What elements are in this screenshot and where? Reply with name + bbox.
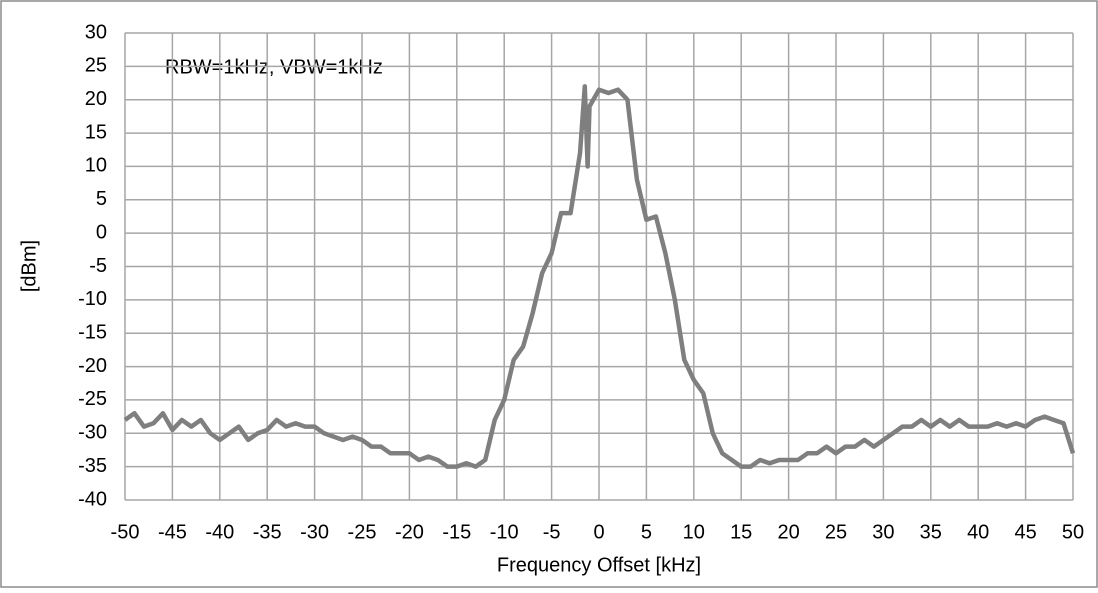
y-tick-label: 25: [85, 55, 107, 77]
y-tick-label: -40: [78, 488, 107, 510]
x-tick-label: -35: [253, 521, 282, 543]
y-tick-label: 30: [85, 21, 107, 43]
x-tick-label: -50: [111, 521, 140, 543]
y-tick-label: -30: [78, 422, 107, 444]
y-axis-label: [dBm]: [18, 240, 40, 292]
x-tick-label: -5: [543, 521, 561, 543]
x-tick-label: 25: [825, 521, 847, 543]
x-tick-label: 35: [920, 521, 942, 543]
y-tick-label: -10: [78, 288, 107, 310]
x-tick-label: -45: [158, 521, 187, 543]
line: [123, 84, 1076, 469]
x-axis-label: Frequency Offset [kHz]: [497, 554, 701, 576]
y-tick-label: -20: [78, 355, 107, 377]
y-tick-label: 15: [85, 121, 107, 143]
x-tick-label: -40: [205, 521, 234, 543]
x-tick-label: -15: [442, 521, 471, 543]
y-tick-label: -25: [78, 388, 107, 410]
x-tick-label: 15: [730, 521, 752, 543]
y-tick-label: 5: [96, 188, 107, 210]
x-tick-label: 30: [872, 521, 894, 543]
y-tick-label: -35: [78, 455, 107, 477]
x-tick-label: 45: [1014, 521, 1036, 543]
y-tick-label: 10: [85, 155, 107, 177]
y-tick-label: -5: [89, 255, 107, 277]
x-tick-label: 20: [777, 521, 799, 543]
x-tick-label: 5: [641, 521, 652, 543]
y-tick-label: -15: [78, 321, 107, 343]
x-tick-label: -30: [300, 521, 329, 543]
x-tick-label: 40: [967, 521, 989, 543]
y-tick-label: 20: [85, 88, 107, 110]
x-tick-label: -20: [395, 521, 424, 543]
x-tick-label: 10: [683, 521, 705, 543]
x-tick-label: -25: [348, 521, 377, 543]
x-tick-label: -10: [490, 521, 519, 543]
annotation: RBW=1kHz, VBW=1kHz: [165, 56, 383, 78]
x-tick-label: 50: [1062, 521, 1084, 543]
x-tick-label: 0: [593, 521, 604, 543]
y-tick-label: 0: [96, 221, 107, 243]
